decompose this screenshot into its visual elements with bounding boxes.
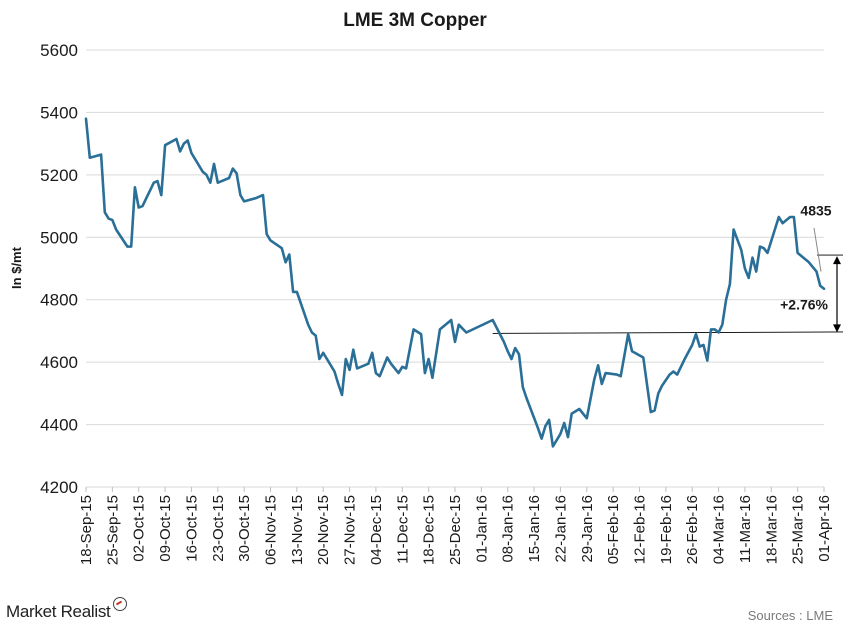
x-tick-label: 27-Nov-15 <box>342 495 359 565</box>
y-axis-label: In $/mt <box>9 246 24 289</box>
y-tick-label: 4200 <box>40 478 78 497</box>
y-tick-label: 4400 <box>40 416 78 435</box>
x-tick-label: 04-Dec-15 <box>368 495 385 565</box>
x-tick-label: 01-Apr-16 <box>816 495 833 562</box>
change-label: +2.76% <box>780 297 828 313</box>
x-tick-label: 26-Feb-16 <box>684 495 701 564</box>
x-tick-label: 15-Jan-16 <box>526 495 543 563</box>
y-tick-label: 4600 <box>40 353 78 372</box>
x-tick-label: 01-Jan-16 <box>473 495 490 563</box>
change-arrow-head-up <box>833 256 841 265</box>
y-axis-ticks: 4200 4400 4600 4800 5000 5200 5400 5600 <box>40 41 78 497</box>
source-note: Sources : LME <box>747 608 833 623</box>
last-value-leader <box>813 227 822 272</box>
x-tick-label: 16-Oct-15 <box>183 495 200 562</box>
x-tick-label: 13-Nov-15 <box>289 495 306 565</box>
x-tick-label: 19-Feb-16 <box>658 495 675 564</box>
x-tick-label: 25-Dec-15 <box>447 495 464 565</box>
x-tick-label: 29-Jan-16 <box>579 495 596 563</box>
x-tick-label: 12-Feb-16 <box>632 495 649 564</box>
x-tick-label: 02-Oct-15 <box>131 495 148 562</box>
reference-line <box>492 331 843 334</box>
x-tick-label: 30-Oct-15 <box>236 495 253 562</box>
change-arrow-head-down <box>833 324 841 333</box>
annotations: +2.76% 4835 <box>492 202 843 334</box>
last-value-label: 4835 <box>800 202 831 218</box>
x-tick-label: 04-Mar-16 <box>711 495 728 564</box>
y-tick-label: 5600 <box>40 41 78 60</box>
x-tick-label: 06-Nov-15 <box>263 495 280 565</box>
x-tick-label: 25-Mar-16 <box>790 495 807 564</box>
y-tick-label: 5400 <box>40 103 78 122</box>
series-layer <box>84 117 826 448</box>
magnifier-icon <box>113 597 128 611</box>
x-tick-label: 09-Oct-15 <box>157 495 174 562</box>
x-tick-label: 05-Feb-16 <box>605 495 622 564</box>
brand-name: Market Realist <box>6 602 111 621</box>
x-tick-label: 18-Dec-15 <box>421 495 438 565</box>
series-line <box>84 117 826 448</box>
x-tick-label: 20-Nov-15 <box>315 495 332 565</box>
x-tick-label: 08-Jan-16 <box>500 495 517 563</box>
chart-title: LME 3M Copper <box>343 10 487 31</box>
x-tick-label: 23-Oct-15 <box>210 495 227 562</box>
x-tick-label: 22-Jan-16 <box>552 495 569 563</box>
y-tick-label: 5200 <box>40 166 78 185</box>
x-tick-label: 11-Mar-16 <box>737 495 754 563</box>
x-tick-label: 18-Sep-15 <box>78 495 95 565</box>
x-axis-ticks: 18-Sep-15 25-Sep-15 02-Oct-15 09-Oct-15 16-O… <box>78 487 833 565</box>
y-tick-label: 5000 <box>40 228 78 247</box>
x-tick-label: 18-Mar-16 <box>763 495 780 564</box>
x-tick-label: 11-Dec-15 <box>394 495 411 564</box>
gridlines <box>86 49 824 488</box>
x-tick-label: 25-Sep-15 <box>104 495 121 565</box>
y-tick-label: 4800 <box>40 291 78 310</box>
brand-logo: Market Realist <box>6 597 128 622</box>
